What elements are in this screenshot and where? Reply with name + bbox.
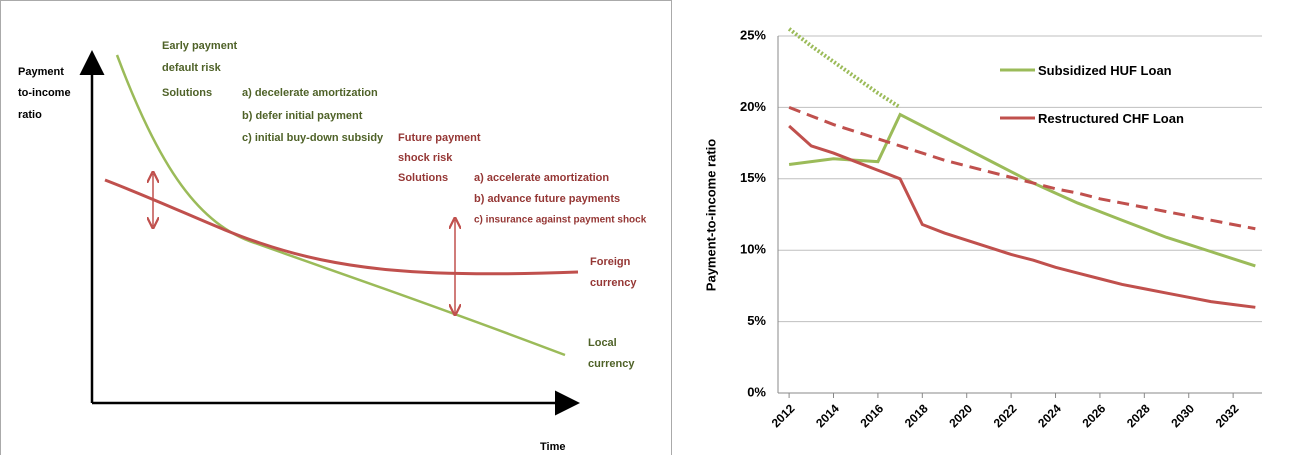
solutions-label: Solutions	[162, 87, 212, 99]
y-tick-label: 15%	[740, 170, 766, 185]
curve-label: currency	[588, 358, 635, 370]
curve-label: Foreign	[590, 256, 631, 268]
diagram: Payment to-income ratio Time Early payme…	[18, 40, 647, 453]
x-tick-label: 2028	[1124, 401, 1153, 430]
y-axis-label: ratio	[18, 109, 42, 121]
curve-label: currency	[590, 277, 637, 289]
series-line	[788, 112, 1256, 268]
x-tick-label: 2022	[991, 401, 1020, 430]
x-axis-label: Time	[540, 441, 565, 453]
y-tick-label: 25%	[740, 27, 766, 42]
diagram-frame	[0, 0, 672, 455]
foreign-curve	[104, 178, 579, 276]
x-tick-label: 2018	[902, 401, 931, 430]
legend-item: Subsidized HUF Loan	[1038, 63, 1172, 78]
x-tick-label: 2024	[1035, 401, 1064, 430]
solution: a) decelerate amortization	[242, 87, 378, 99]
x-tick-label: 2014	[813, 401, 842, 430]
x-tick-label: 2016	[857, 401, 886, 430]
series-line	[787, 27, 902, 110]
risk-title: shock risk	[398, 152, 453, 164]
solutions-label: Solutions	[398, 172, 448, 184]
x-tick-label: 2032	[1213, 401, 1242, 430]
line-chart: Payment-to-income ratio 0% 5% 10% 15% 20% 25%…	[703, 27, 1262, 430]
solution: b) advance future payments	[474, 193, 620, 205]
legend-label: Subsidized HUF Loan	[1038, 63, 1172, 78]
x-tick-label: 2026	[1080, 401, 1109, 430]
legend-label: Restructured CHF Loan	[1038, 111, 1184, 126]
x-tick-label: 2020	[946, 401, 975, 430]
local-curve	[115, 54, 566, 357]
x-tick-label: 2012	[769, 401, 798, 430]
legend-item: Restructured CHF Loan	[1038, 111, 1184, 126]
series-line	[788, 106, 1256, 231]
y-axis-label: Payment	[18, 66, 64, 78]
x-tick-label: 2030	[1168, 401, 1197, 430]
risk-title: Future payment	[398, 132, 481, 144]
y-tick-label: 0%	[747, 384, 766, 399]
solution: c) insurance against payment shock	[474, 215, 647, 226]
solution: b) defer initial payment	[242, 110, 363, 122]
curve-label: Local	[588, 337, 617, 349]
solution: c) initial buy-down subsidy	[242, 132, 384, 144]
y-axis-label: Payment-to-income ratio	[703, 139, 718, 291]
solution: a) accelerate amortization	[474, 172, 609, 184]
y-tick-label: 10%	[740, 242, 766, 257]
risk-title: default risk	[162, 62, 222, 74]
y-tick-label: 20%	[740, 99, 766, 114]
y-tick-label: 5%	[747, 313, 766, 328]
y-axis-label: to-income	[18, 87, 71, 99]
series-line	[788, 124, 1256, 309]
risk-title: Early payment	[162, 40, 238, 52]
